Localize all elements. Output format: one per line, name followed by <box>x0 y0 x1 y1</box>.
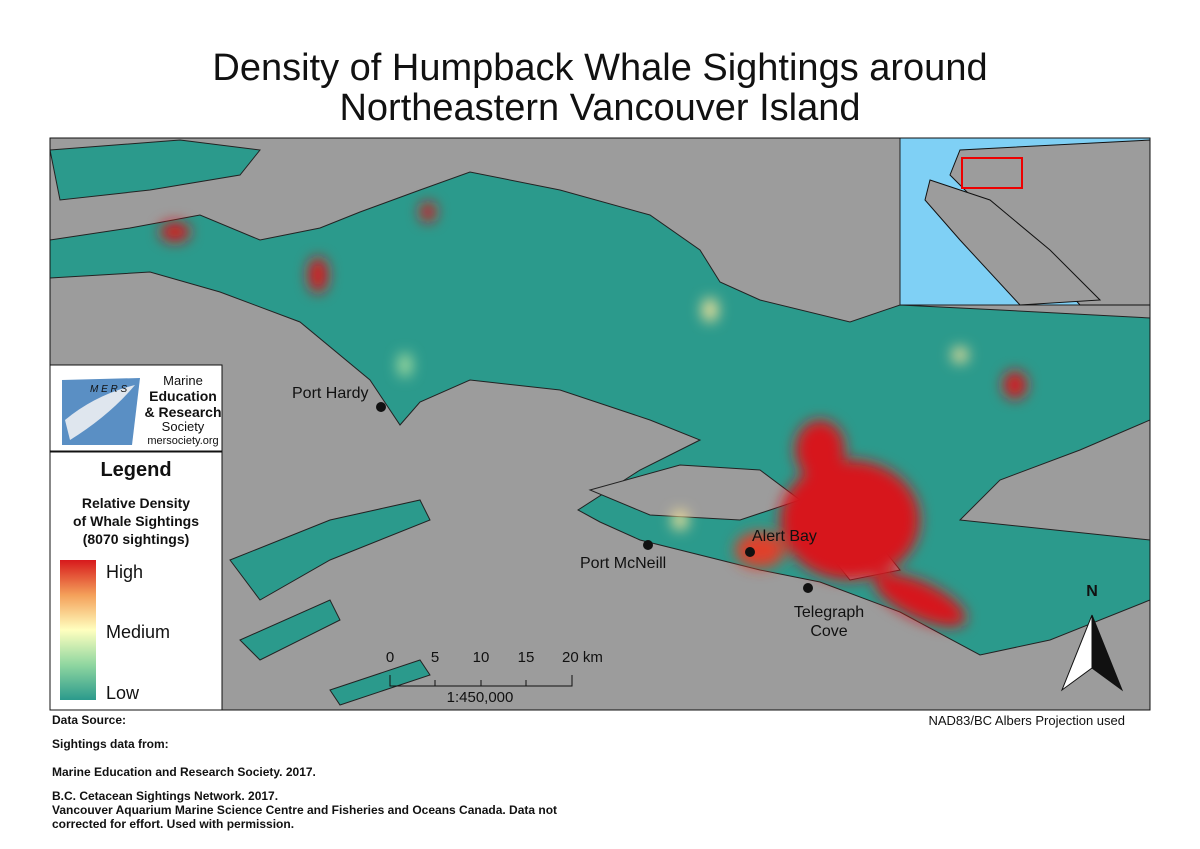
place-label: Alert Bay <box>752 528 817 545</box>
legend-level: High <box>106 562 143 582</box>
inset-map <box>899 138 1150 306</box>
scale-tick: 10 <box>473 649 490 666</box>
place-label: Port McNeill <box>580 555 666 572</box>
legend-subtitle: Relative Density <box>82 495 190 511</box>
footer-line: Data Source: <box>52 713 126 727</box>
north-arrow: N <box>1060 583 1124 692</box>
scale-ratio: 1:450,000 <box>447 689 514 706</box>
legend-subtitle: (8070 sightings) <box>83 531 190 547</box>
logo-letters: M E R S <box>90 384 128 395</box>
footer-line: B.C. Cetacean Sightings Network. 2017. <box>52 789 278 803</box>
place-label: Telegraph <box>794 604 864 621</box>
place-label: Cove <box>810 623 847 640</box>
title-line: Northeastern Vancouver Island <box>339 87 860 129</box>
logo-text: Marine <box>163 373 203 388</box>
scale-bar: 0 5 10 15 20 km 1:450,000 <box>386 649 603 706</box>
footer-line: Marine Education and Research Society. 2… <box>52 765 316 779</box>
scale-tick: 20 km <box>562 649 603 666</box>
footer-line: Sightings data from: <box>52 737 169 751</box>
legend-level: Medium <box>106 622 170 642</box>
north-label: N <box>1086 583 1098 600</box>
legend-ramp <box>60 560 96 700</box>
logo-text: Education <box>149 388 217 404</box>
logo-text: Society <box>162 419 205 434</box>
legend: Legend Relative Density of Whale Sightin… <box>49 451 223 711</box>
title-line: Density of Humpback Whale Sightings arou… <box>212 47 987 89</box>
projection-note: NAD83/BC Albers Projection used <box>928 713 1125 728</box>
logo: M E R S Marine Education & Research Soci… <box>49 364 223 452</box>
map-body: Port Hardy Port McNeill Alert Bay Telegr… <box>50 138 1150 710</box>
logo-text: & Research <box>144 404 221 420</box>
place-label: Port Hardy <box>292 385 368 402</box>
legend-subtitle: of Whale Sightings <box>73 513 199 529</box>
scale-tick: 0 <box>386 649 394 666</box>
legend-title: Legend <box>100 459 171 481</box>
scale-tick: 5 <box>431 649 439 666</box>
legend-level: Low <box>106 683 140 703</box>
footer-line: Vancouver Aquarium Marine Science Centre… <box>52 803 557 817</box>
scale-tick: 15 <box>518 649 535 666</box>
logo-url: mersociety.org <box>147 435 218 447</box>
footer-line: corrected for effort. Used with permissi… <box>52 817 294 831</box>
